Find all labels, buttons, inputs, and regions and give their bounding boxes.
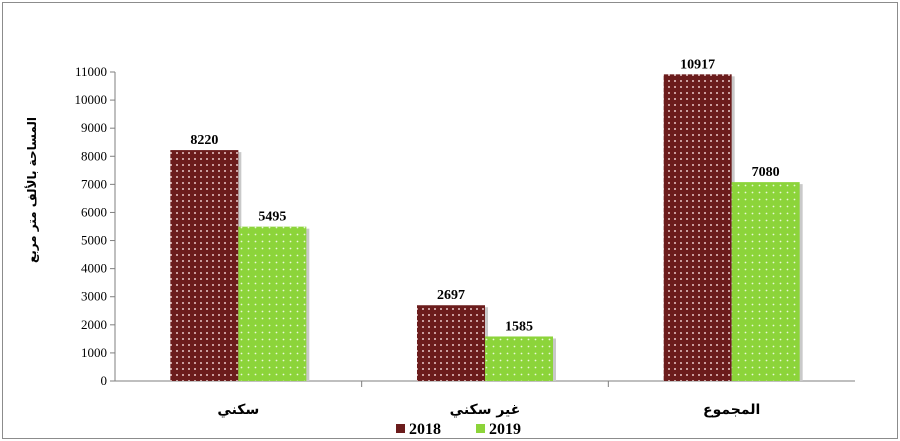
y-tick-label: 11000	[75, 64, 107, 79]
data-label: 7080	[752, 165, 780, 180]
y-tick-label: 2000	[81, 317, 107, 332]
bar-2018	[417, 305, 485, 381]
y-tick-label: 1000	[81, 345, 107, 360]
y-tick-label: 4000	[81, 261, 107, 276]
bar-2019	[485, 336, 553, 381]
y-tick-label: 10000	[75, 92, 108, 107]
y-axis-label: المساحة بالألف متر مربع	[24, 117, 39, 263]
bar-2018	[170, 150, 239, 381]
y-tick-label: 9000	[81, 120, 107, 135]
legend-swatch-2019	[476, 424, 485, 433]
y-tick-label: 3000	[81, 289, 107, 304]
bar-2019	[238, 226, 307, 381]
legend-swatch-2018	[396, 424, 405, 433]
legend-label: 2019	[489, 421, 521, 438]
legend-label: 2018	[409, 421, 441, 438]
bar-2018	[663, 74, 732, 381]
y-tick-label: 8000	[81, 148, 107, 163]
y-tick-label: 5000	[81, 233, 107, 248]
y-tick-label: 6000	[81, 204, 107, 219]
y-tick-label: 7000	[81, 176, 107, 191]
data-label: 2697	[437, 288, 465, 303]
bar-2019	[731, 182, 800, 381]
data-label: 10917	[680, 57, 715, 72]
x-category-label: غير سكني	[450, 402, 521, 418]
data-label: 1585	[505, 319, 533, 334]
data-label: 5495	[258, 210, 286, 225]
x-category-label: المجموع	[703, 402, 760, 418]
x-category-label: سكني	[217, 402, 259, 418]
y-tick-label: 0	[101, 373, 108, 388]
legend: 2018 2019	[396, 421, 521, 438]
data-label: 8220	[190, 133, 218, 148]
